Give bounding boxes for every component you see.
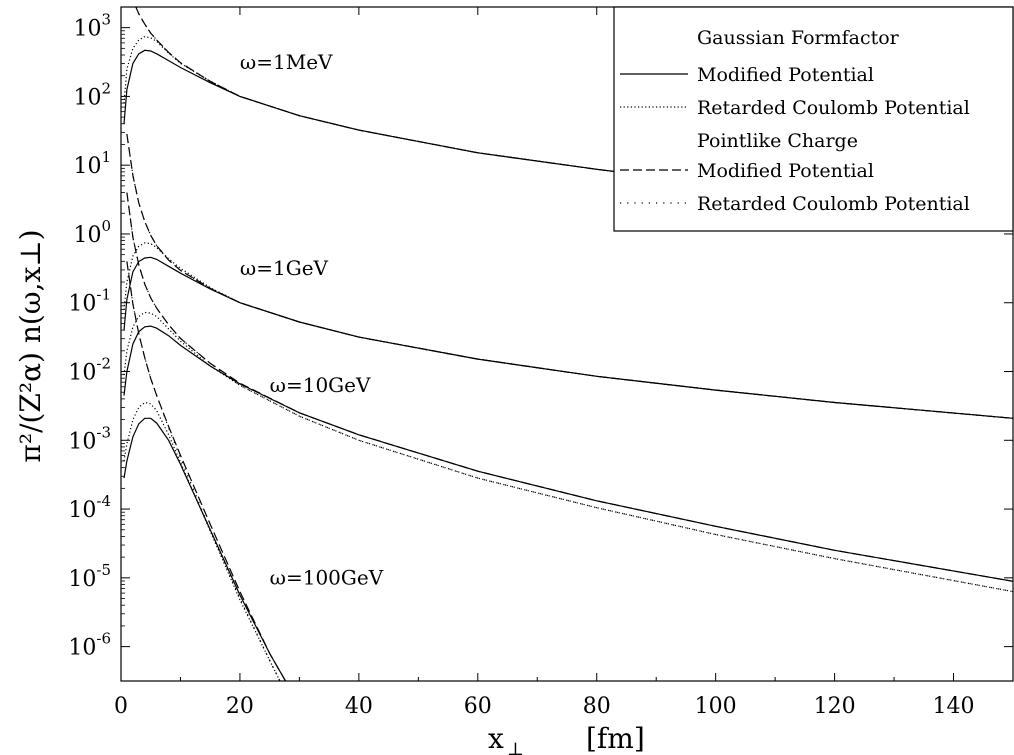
legend-entry-pointlike-retarded: Retarded Coulomb Potential — [697, 193, 970, 215]
x-tick-label: 120 — [814, 694, 856, 719]
x-axis-label: x — [488, 722, 504, 755]
curve-label-omega: ω=1GeV — [240, 256, 329, 280]
y-tick-label: 10-2 — [68, 355, 111, 386]
series-100GeV-solid — [123, 417, 287, 681]
x-tick-label: 20 — [226, 694, 254, 719]
x-tick-label: 140 — [933, 694, 975, 719]
x-tick-label: 100 — [695, 694, 737, 719]
curve-label-omega: ω=10GeV — [270, 373, 371, 397]
series-100GeV-dashed — [126, 261, 287, 681]
x-tick-label: 60 — [464, 694, 492, 719]
x-tick-label: 80 — [583, 694, 611, 719]
y-tick-exponent: -3 — [96, 423, 111, 441]
legend-group2-title: Pointlike Charge — [697, 130, 858, 152]
y-tick-label: 100 — [73, 217, 111, 248]
curve-labels-group: ω=1MeV ω=1GeV ω=10GeV ω=100GeV — [240, 50, 384, 590]
y-tick-label: 10-4 — [68, 492, 111, 523]
y-tick-label: 10-3 — [68, 423, 111, 454]
y-tick-exponent: 0 — [101, 217, 111, 235]
curve-label-omega: ω=1MeV — [240, 50, 333, 74]
y-tick-label: 103 — [73, 11, 111, 42]
series-10GeV-solid — [123, 325, 1014, 582]
y-tick-exponent: 1 — [101, 148, 111, 166]
x-axis-title: x ⊥ [fm] — [488, 722, 645, 755]
x-tick-label: 40 — [345, 694, 373, 719]
y-tick-label: 102 — [73, 79, 111, 110]
legend-entry-gaussian-modified: Modified Potential — [697, 64, 874, 86]
y-tick-label: 101 — [73, 148, 111, 179]
series-100GeV-dotted — [123, 401, 281, 681]
legend-entry-gaussian-retarded: Retarded Coulomb Potential — [697, 97, 970, 119]
curve-label-omega: ω=100GeV — [270, 566, 384, 590]
y-tick-exponent: -5 — [96, 561, 111, 579]
series-1GeV-dashed — [126, 134, 1014, 419]
series-100GeV-sparse-dotted — [126, 261, 281, 681]
y-tick-exponent: -1 — [96, 286, 111, 304]
legend-box — [613, 6, 1014, 232]
y-tick-label: 10-6 — [68, 630, 111, 661]
ticks-group: 0 20 40 60 80 100 120 14010310210110010-110-210… — [68, 7, 1013, 719]
x-tick-label: 0 — [114, 694, 128, 719]
x-axis-unit: [fm] — [586, 722, 645, 755]
y-tick-exponent: -2 — [96, 355, 111, 373]
legend-group1-title: Gaussian Formfactor — [697, 27, 900, 49]
plot-frame — [120, 6, 1014, 682]
series-10GeV-dotted — [123, 311, 1014, 593]
legend: Gaussian Formfactor Modified Potential R… — [613, 6, 1014, 232]
y-tick-label: 10-5 — [68, 561, 111, 592]
x-axis-subscript: ⊥ — [507, 739, 524, 755]
y-tick-exponent: -6 — [96, 630, 111, 648]
series-10GeV-sparse-dotted — [126, 192, 1014, 593]
legend-entry-pointlike-modified: Modified Potential — [697, 160, 874, 182]
y-axis-label: π²/(Z²α) n(ω,x⊥) — [14, 229, 47, 462]
series-10GeV-dashed — [126, 192, 1014, 582]
y-tick-label: 10-1 — [68, 286, 111, 317]
y-tick-exponent: 2 — [101, 79, 111, 97]
y-tick-exponent: -4 — [96, 492, 111, 510]
y-tick-exponent: 3 — [101, 11, 111, 29]
